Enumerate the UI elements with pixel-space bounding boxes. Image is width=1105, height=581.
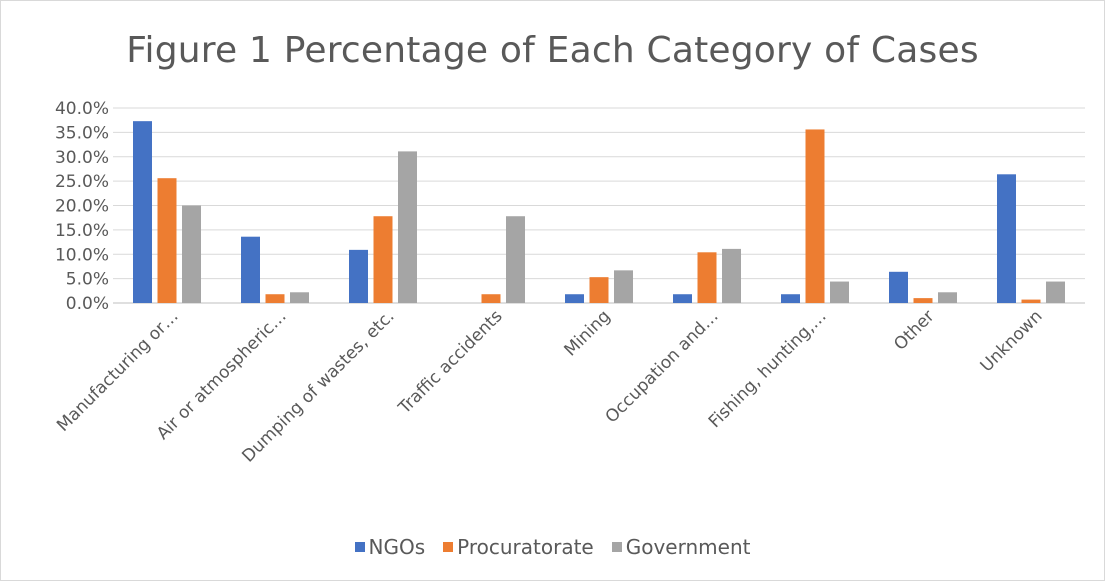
bar-ngos-0 bbox=[133, 121, 152, 303]
x-tick-label: Other bbox=[890, 306, 938, 354]
bar-government-6 bbox=[830, 281, 849, 303]
bar-procuratorate-4 bbox=[589, 277, 609, 303]
bar-government-1 bbox=[290, 292, 309, 303]
y-tick-label: 40.0% bbox=[55, 99, 109, 119]
bar-government-4 bbox=[614, 270, 633, 303]
bar-procuratorate-0 bbox=[157, 178, 177, 303]
y-tick-label: 10.0% bbox=[55, 245, 109, 265]
bar-government-7 bbox=[938, 292, 957, 303]
y-tick-label: 20.0% bbox=[55, 197, 109, 217]
legend-label-procuratorate: Procuratorate bbox=[457, 535, 594, 559]
x-tick-label: Traffic accidents bbox=[394, 306, 506, 418]
bar-procuratorate-7 bbox=[913, 298, 933, 303]
x-tick-label: Fishing, hunting,… bbox=[705, 306, 831, 432]
bar-ngos-4 bbox=[565, 294, 584, 303]
x-axis-labels: Manufacturing or…Air or atmospheric…Dump… bbox=[53, 306, 1046, 466]
y-tick-label: 25.0% bbox=[55, 172, 109, 192]
bar-ngos-7 bbox=[889, 271, 908, 303]
x-tick-label: Unknown bbox=[977, 306, 1047, 376]
bars bbox=[133, 121, 1065, 303]
y-axis-labels: 0.0% 5.0% 10.0% 15.0% 20.0% 25.0% 30.0% 35.0% 40… bbox=[55, 99, 109, 314]
y-tick-label: 15.0% bbox=[55, 221, 109, 241]
bar-government-2 bbox=[398, 151, 417, 303]
bar-procuratorate-5 bbox=[697, 252, 717, 303]
bar-government-5 bbox=[722, 248, 741, 303]
bar-government-8 bbox=[1046, 281, 1065, 303]
legend-swatch-government bbox=[611, 542, 622, 552]
y-tick-label: 5.0% bbox=[66, 270, 109, 290]
bar-procuratorate-1 bbox=[265, 294, 285, 303]
bar-procuratorate-8 bbox=[1021, 299, 1041, 303]
x-tick-label: Manufacturing or… bbox=[53, 306, 182, 435]
bar-procuratorate-3 bbox=[481, 294, 501, 303]
legend-label-government: Government bbox=[625, 535, 751, 559]
bar-ngos-2 bbox=[349, 249, 368, 303]
legend-item-government: Government bbox=[611, 535, 751, 559]
bar-ngos-5 bbox=[673, 294, 692, 303]
legend: NGOs Procuratorate Government bbox=[0, 535, 1105, 559]
legend-item-ngos: NGOs bbox=[354, 535, 426, 559]
legend-swatch-ngos bbox=[354, 542, 365, 552]
bar-government-3 bbox=[506, 216, 525, 303]
bar-ngos-6 bbox=[781, 294, 800, 303]
gridlines bbox=[113, 107, 1085, 304]
bar-ngos-8 bbox=[997, 174, 1016, 303]
bar-government-0 bbox=[182, 205, 201, 303]
x-tick-label: Occupation and… bbox=[602, 306, 723, 427]
legend-swatch-procuratorate bbox=[443, 542, 454, 552]
legend-item-procuratorate: Procuratorate bbox=[443, 535, 594, 559]
legend-label-ngos: NGOs bbox=[368, 535, 426, 559]
bar-ngos-1 bbox=[241, 236, 260, 303]
bar-procuratorate-6 bbox=[805, 129, 825, 303]
y-tick-label: 0.0% bbox=[66, 294, 109, 314]
bar-procuratorate-2 bbox=[373, 216, 393, 303]
x-tick-label: Mining bbox=[560, 306, 614, 360]
y-tick-label: 35.0% bbox=[55, 123, 109, 143]
chart-title: Figure 1 Percentage of Each Category of … bbox=[126, 30, 979, 71]
y-tick-label: 30.0% bbox=[55, 148, 109, 168]
